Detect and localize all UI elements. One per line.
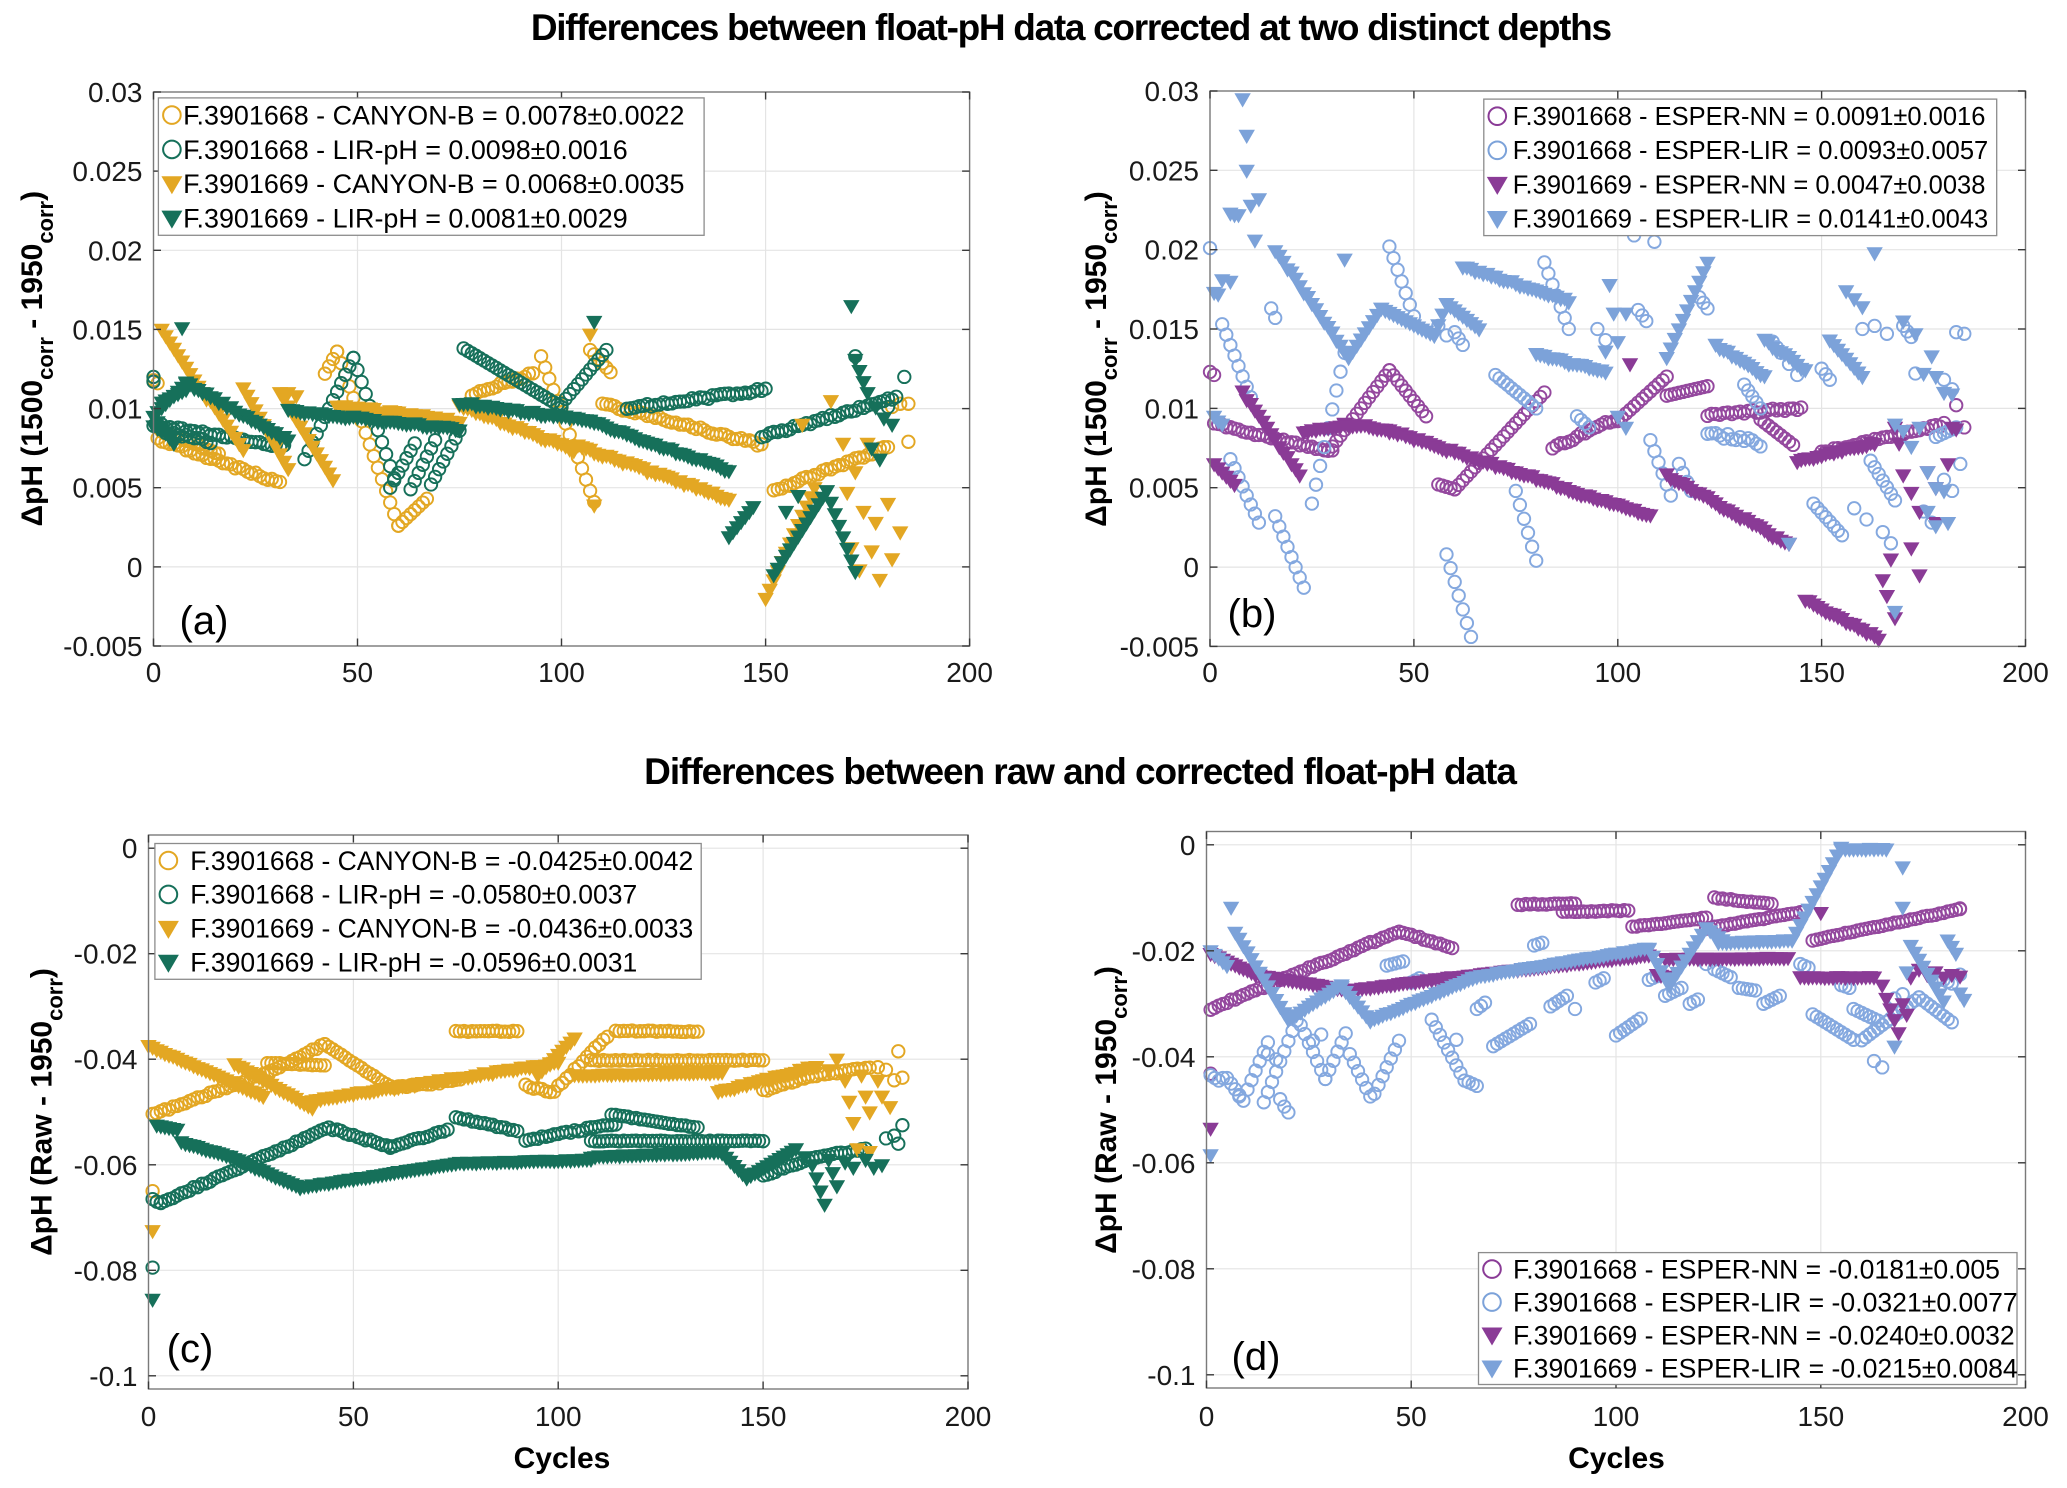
svg-text:F.3901669 - CANYON-B = 0.0068±: F.3901669 - CANYON-B = 0.0068±0.0035 [183, 169, 684, 199]
svg-text:Differences between raw and co: Differences between raw and corrected fl… [644, 751, 1517, 792]
svg-text:-0.04: -0.04 [1132, 1042, 1196, 1073]
svg-text:100: 100 [535, 1401, 582, 1432]
svg-text:0: 0 [141, 1401, 157, 1432]
svg-text:(d): (d) [1232, 1335, 1281, 1379]
svg-text:-0.005: -0.005 [1120, 631, 1199, 662]
svg-text:-0.02: -0.02 [1132, 936, 1196, 967]
svg-text:50: 50 [1398, 657, 1429, 688]
svg-text:0.005: 0.005 [72, 473, 142, 504]
svg-text:F.3901668 - CANYON-B = -0.0425: F.3901668 - CANYON-B = -0.0425±0.0042 [190, 846, 693, 876]
svg-text:0: 0 [1202, 657, 1218, 688]
svg-text:-0.06: -0.06 [74, 1150, 138, 1181]
svg-text:0: 0 [1199, 1401, 1215, 1432]
svg-text:F.3901669 - ESPER-NN = -0.0240: F.3901669 - ESPER-NN = -0.0240±0.0032 [1513, 1320, 2015, 1350]
svg-text:100: 100 [538, 657, 585, 688]
svg-text:100: 100 [1593, 1401, 1640, 1432]
svg-text:-0.06: -0.06 [1132, 1148, 1196, 1179]
svg-text:(b): (b) [1228, 592, 1277, 636]
svg-text:150: 150 [1797, 1401, 1844, 1432]
svg-text:0.015: 0.015 [1129, 314, 1199, 345]
svg-text:F.3901668 - ESPER-NN = -0.0181: F.3901668 - ESPER-NN = -0.0181±0.005 [1513, 1254, 2000, 1284]
svg-text:0.01: 0.01 [1145, 393, 1200, 424]
svg-text:0: 0 [122, 833, 138, 864]
svg-text:-0.1: -0.1 [1147, 1360, 1195, 1391]
svg-text:F.3901669 - CANYON-B = -0.0436: F.3901669 - CANYON-B = -0.0436±0.0033 [190, 914, 693, 944]
svg-text:200: 200 [2002, 657, 2049, 688]
svg-text:0.015: 0.015 [72, 314, 142, 345]
svg-text:0.01: 0.01 [88, 394, 143, 425]
svg-text:-0.02: -0.02 [74, 939, 138, 970]
svg-text:200: 200 [945, 1401, 992, 1432]
svg-text:ΔpH (Raw - 1950corr​): ΔpH (Raw - 1950corr​) [1090, 966, 1132, 1254]
svg-text:0: 0 [1180, 830, 1196, 861]
svg-text:(c): (c) [167, 1327, 214, 1371]
svg-text:F.3901668 - ESPER-NN = 0.0091±: F.3901668 - ESPER-NN = 0.0091±0.0016 [1513, 103, 1986, 131]
svg-text:Cycles: Cycles [1568, 1442, 1665, 1475]
svg-text:0.02: 0.02 [88, 235, 143, 266]
svg-text:0.025: 0.025 [1129, 155, 1199, 186]
svg-text:ΔpH (Raw - 1950corr​): ΔpH (Raw - 1950corr​) [26, 968, 68, 1256]
svg-text:ΔpH (1500corr​ - 1950corr​): ΔpH (1500corr​ - 1950corr​) [1080, 191, 1122, 527]
svg-text:F.3901669 - LIR-pH = -0.0596±0: F.3901669 - LIR-pH = -0.0596±0.0031 [190, 948, 637, 978]
svg-text:0.025: 0.025 [72, 156, 142, 187]
svg-text:150: 150 [742, 657, 789, 688]
svg-text:0.03: 0.03 [88, 77, 143, 108]
svg-text:50: 50 [342, 657, 373, 688]
svg-text:0.005: 0.005 [1129, 473, 1199, 504]
svg-text:Cycles: Cycles [514, 1442, 611, 1475]
svg-text:-0.04: -0.04 [74, 1044, 138, 1075]
svg-text:F.3901668 - LIR-pH = -0.0580±0: F.3901668 - LIR-pH = -0.0580±0.0037 [190, 880, 637, 910]
svg-text:F.3901669 - ESPER-NN = 0.0047±: F.3901669 - ESPER-NN = 0.0047±0.0038 [1513, 171, 1986, 199]
svg-text:F.3901669 - ESPER-LIR = -0.021: F.3901669 - ESPER-LIR = -0.0215±0.0084 [1513, 1353, 2018, 1383]
svg-text:F.3901669 - ESPER-LIR = 0.0141: F.3901669 - ESPER-LIR = 0.0141±0.0043 [1513, 206, 1988, 234]
svg-text:0: 0 [146, 657, 162, 688]
svg-text:200: 200 [946, 657, 993, 688]
svg-text:0: 0 [127, 552, 143, 583]
svg-text:-0.005: -0.005 [63, 631, 142, 662]
svg-text:-0.08: -0.08 [1132, 1254, 1196, 1285]
svg-text:100: 100 [1594, 657, 1641, 688]
svg-text:Differences between float-pH d: Differences between float-pH data correc… [531, 7, 1612, 48]
svg-text:F.3901669 - LIR-pH = 0.0081±0.: F.3901669 - LIR-pH = 0.0081±0.0029 [183, 204, 628, 234]
svg-text:F.3901668 - ESPER-LIR = 0.0093: F.3901668 - ESPER-LIR = 0.0093±0.0057 [1513, 137, 1988, 165]
svg-text:ΔpH (1500corr​ - 1950corr​): ΔpH (1500corr​ - 1950corr​) [16, 191, 58, 527]
svg-text:-0.1: -0.1 [89, 1361, 137, 1392]
svg-text:0: 0 [1183, 552, 1199, 583]
svg-text:0.02: 0.02 [1145, 235, 1200, 266]
svg-text:F.3901668 - CANYON-B = 0.0078±: F.3901668 - CANYON-B = 0.0078±0.0022 [183, 101, 684, 131]
svg-text:-0.08: -0.08 [74, 1255, 138, 1286]
svg-text:F.3901668 - ESPER-LIR = -0.032: F.3901668 - ESPER-LIR = -0.0321±0.0077 [1513, 1287, 2018, 1317]
svg-text:50: 50 [1396, 1401, 1427, 1432]
svg-text:50: 50 [338, 1401, 369, 1432]
svg-text:150: 150 [1798, 657, 1845, 688]
svg-text:200: 200 [2002, 1401, 2049, 1432]
svg-text:0.03: 0.03 [1145, 76, 1200, 107]
svg-text:F.3901668 - LIR-pH = 0.0098±0.: F.3901668 - LIR-pH = 0.0098±0.0016 [183, 135, 628, 165]
svg-text:150: 150 [740, 1401, 787, 1432]
svg-text:(a): (a) [180, 599, 229, 643]
